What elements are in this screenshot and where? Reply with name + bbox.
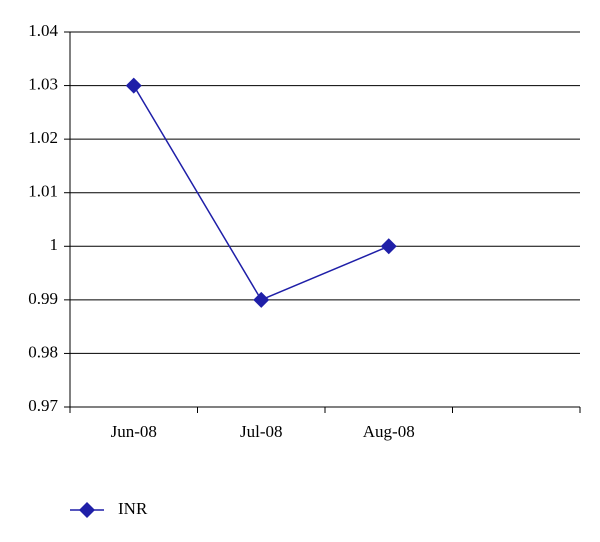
point — [125, 77, 142, 94]
legend-label: INR — [118, 499, 148, 518]
point — [253, 291, 270, 308]
y-tick-label: 1.04 — [28, 21, 58, 40]
y-tick-label: 1.01 — [28, 182, 58, 201]
y-tick-label: 0.98 — [28, 342, 58, 361]
y-tick-label: 1.02 — [28, 128, 58, 147]
legend-marker — [79, 502, 95, 518]
y-tick-label: 0.99 — [28, 289, 58, 308]
x-tick-label: Aug-08 — [363, 422, 415, 441]
x-tick-label: Jun-08 — [111, 422, 157, 441]
x-tick-label: Jul-08 — [240, 422, 283, 441]
point — [380, 238, 397, 255]
y-tick-label: 1 — [50, 235, 59, 254]
y-tick-label: 0.97 — [28, 396, 58, 415]
y-tick-label: 1.03 — [28, 74, 58, 93]
